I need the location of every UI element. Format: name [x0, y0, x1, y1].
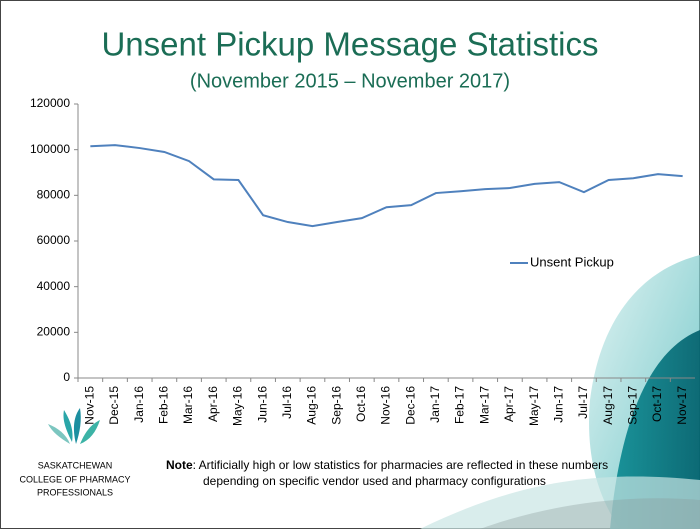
x-tick-label: Nov-16 [379, 386, 393, 425]
logo-text: SASKATCHEWAN [38, 460, 113, 470]
x-tick-label: Jun-16 [255, 386, 269, 423]
x-tick-label: Feb-17 [453, 386, 467, 424]
x-tick-label: Sep-16 [329, 386, 343, 425]
y-tick-label: 60000 [37, 233, 71, 247]
note-text: depending on specific vendor used and ph… [203, 474, 546, 488]
x-tick-label: Mar-16 [181, 386, 195, 424]
decor [480, 498, 700, 529]
y-tick-label: 40000 [37, 279, 71, 293]
chart-title: Unsent Pickup Message Statistics [101, 26, 598, 63]
y-tick-label: 100000 [30, 142, 70, 156]
note-label: Note [166, 458, 193, 472]
chart-subtitle: (November 2015 – November 2017) [190, 70, 510, 92]
x-tick-label: May-16 [231, 386, 245, 426]
x-tick-label: Oct-17 [650, 386, 664, 422]
note-text: : Artificially high or low statistics fo… [193, 458, 609, 472]
x-tick-label: Oct-16 [354, 386, 368, 422]
x-tick-label: Dec-16 [403, 386, 417, 425]
x-tick-label: Jan-17 [428, 386, 442, 423]
x-tick-label: Jul-16 [280, 386, 294, 419]
line-series [90, 144, 683, 228]
x-tick-label: Nov-17 [675, 386, 689, 425]
x-tick-label: Jan-16 [132, 386, 146, 423]
x-tick-label: Sep-17 [625, 386, 639, 425]
x-tick-label: Nov-15 [83, 386, 97, 425]
x-tick-label: Mar-17 [477, 386, 491, 424]
legend-label: Unsent Pickup [530, 254, 614, 269]
y-tick-label: 20000 [37, 325, 71, 339]
x-tick-label: Feb-16 [157, 386, 171, 424]
x-tick-label: May-17 [527, 386, 541, 426]
note: Note: Artificially high or low statistic… [166, 458, 608, 472]
x-tick-label: Dec-15 [107, 386, 121, 425]
y-tick-label: 80000 [37, 188, 71, 202]
x-tick-label: Apr-16 [206, 386, 220, 422]
x-tick-label: Apr-17 [502, 386, 516, 422]
decor [420, 476, 700, 529]
x-tick-label: Jun-17 [551, 386, 565, 423]
x-tick-label: Jul-17 [576, 386, 590, 419]
y-tick-label: 0 [63, 370, 70, 384]
logo-text: COLLEGE OF PHARMACY [19, 474, 130, 484]
x-tick-label: Aug-17 [601, 386, 615, 425]
x-tick-label: Aug-16 [305, 386, 319, 425]
y-tick-label: 120000 [30, 96, 70, 110]
logo: SASKATCHEWAN COLLEGE OF PHARMACY PROFESS… [19, 408, 131, 497]
logo-text: PROFESSIONALS [37, 487, 113, 497]
